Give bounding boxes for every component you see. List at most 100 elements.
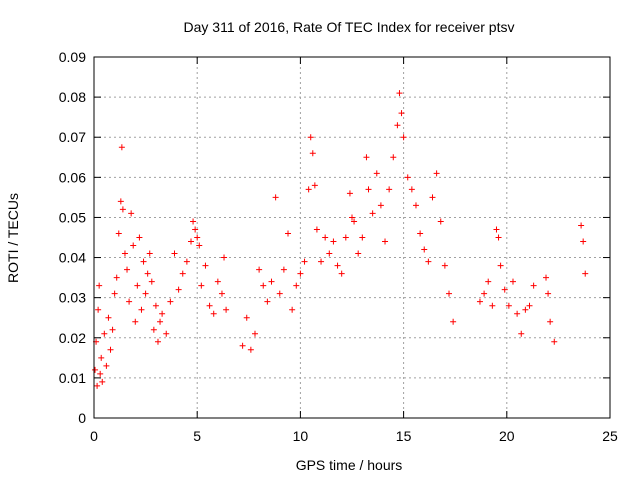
data-point bbox=[355, 250, 362, 257]
data-point bbox=[318, 258, 325, 265]
data-point bbox=[446, 290, 453, 297]
data-point bbox=[365, 186, 372, 193]
data-point bbox=[146, 250, 153, 257]
data-point bbox=[264, 298, 271, 305]
data-point bbox=[188, 238, 195, 245]
data-point bbox=[256, 266, 263, 273]
data-point bbox=[382, 238, 389, 245]
data-point bbox=[359, 234, 366, 241]
data-point bbox=[547, 318, 554, 325]
data-point bbox=[338, 270, 345, 277]
data-point bbox=[280, 266, 287, 273]
data-points bbox=[92, 90, 589, 389]
data-point bbox=[159, 310, 166, 317]
data-point bbox=[251, 330, 258, 337]
data-point bbox=[260, 282, 267, 289]
data-point bbox=[545, 290, 552, 297]
data-point bbox=[128, 210, 135, 217]
data-point bbox=[198, 282, 205, 289]
data-point bbox=[297, 270, 304, 277]
data-point bbox=[97, 370, 104, 377]
data-point bbox=[495, 234, 502, 241]
data-point bbox=[115, 230, 122, 237]
data-point bbox=[349, 214, 355, 221]
data-point bbox=[526, 302, 533, 309]
y-tick-label: 0.06 bbox=[59, 169, 86, 185]
data-point bbox=[144, 270, 151, 277]
data-point bbox=[289, 306, 296, 313]
x-tick-label: 10 bbox=[293, 428, 309, 444]
grid-lines bbox=[94, 57, 610, 418]
data-point bbox=[501, 286, 508, 293]
data-point bbox=[334, 262, 341, 269]
data-point bbox=[121, 250, 128, 257]
data-point bbox=[124, 266, 131, 273]
data-point bbox=[285, 230, 292, 237]
data-point bbox=[113, 274, 120, 281]
data-point bbox=[404, 174, 411, 181]
y-tick-label: 0.02 bbox=[59, 330, 86, 346]
data-point bbox=[476, 298, 483, 305]
data-point bbox=[243, 314, 250, 321]
data-point bbox=[437, 218, 444, 225]
plot-frame bbox=[93, 56, 611, 419]
data-point bbox=[530, 282, 537, 289]
data-point bbox=[342, 234, 349, 241]
data-point bbox=[171, 250, 178, 257]
data-point bbox=[425, 258, 432, 265]
x-tick-label: 5 bbox=[193, 428, 201, 444]
data-point bbox=[194, 234, 201, 241]
data-point bbox=[150, 326, 157, 333]
x-tick-label: 0 bbox=[90, 428, 98, 444]
data-point bbox=[429, 194, 436, 201]
data-point bbox=[522, 306, 529, 313]
data-point bbox=[441, 262, 448, 269]
data-point bbox=[239, 342, 246, 349]
data-point bbox=[126, 298, 133, 305]
data-point bbox=[497, 262, 504, 269]
data-point bbox=[578, 222, 585, 229]
data-point bbox=[107, 346, 114, 353]
data-point bbox=[509, 278, 516, 285]
data-point bbox=[268, 278, 275, 285]
data-point bbox=[101, 330, 108, 337]
data-point bbox=[369, 210, 376, 217]
data-point bbox=[386, 186, 393, 193]
y-tick-label: 0.05 bbox=[59, 209, 86, 225]
data-point bbox=[192, 226, 199, 233]
data-point bbox=[505, 302, 512, 309]
data-point bbox=[301, 258, 308, 265]
data-point bbox=[94, 382, 101, 389]
data-point bbox=[377, 202, 384, 209]
data-point bbox=[247, 346, 254, 353]
y-tick-label: 0.07 bbox=[59, 129, 86, 145]
axis-ticks: 0 0.01 0.02 0.03 0.04 0.05 0.06 0.07 0.08 0.09 0 5 1… bbox=[59, 49, 618, 444]
data-point bbox=[489, 302, 496, 309]
data-point bbox=[190, 218, 197, 225]
data-point bbox=[196, 242, 203, 249]
data-point bbox=[485, 278, 492, 285]
data-point bbox=[481, 290, 488, 297]
data-point bbox=[514, 310, 521, 317]
data-point bbox=[96, 282, 103, 289]
y-tick-label: 0.08 bbox=[59, 89, 86, 105]
data-point bbox=[157, 318, 164, 325]
y-tick-label: 0.03 bbox=[59, 290, 86, 306]
data-point bbox=[140, 258, 147, 265]
data-point bbox=[313, 226, 320, 233]
data-point bbox=[118, 144, 125, 151]
data-point bbox=[276, 290, 283, 297]
data-point bbox=[111, 290, 118, 297]
data-point bbox=[206, 302, 213, 309]
data-point bbox=[400, 134, 407, 141]
x-tick-label: 20 bbox=[499, 428, 515, 444]
y-axis-label: ROTI / TECUs bbox=[5, 193, 21, 283]
data-point bbox=[105, 314, 112, 321]
data-point bbox=[417, 230, 424, 237]
data-point bbox=[322, 234, 329, 241]
data-point bbox=[450, 318, 457, 325]
data-point bbox=[421, 246, 428, 253]
data-point bbox=[398, 110, 405, 117]
